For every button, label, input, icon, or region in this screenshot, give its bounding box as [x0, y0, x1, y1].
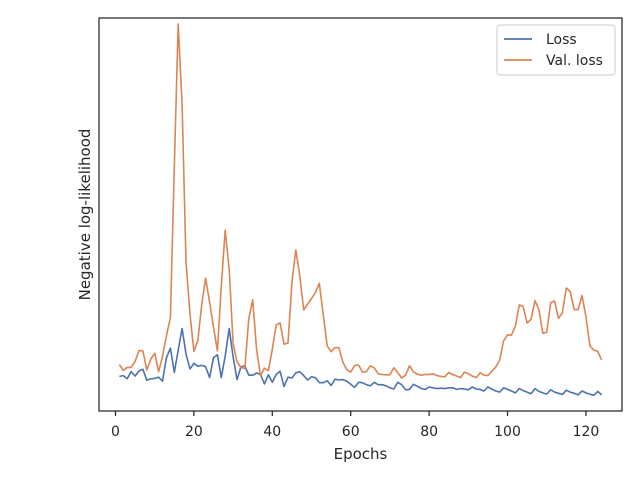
legend-box: [496, 24, 616, 76]
y-axis-label: Negative log-likelihood: [76, 129, 94, 301]
legend-label-loss: Loss: [546, 32, 577, 48]
legend-label-val-loss: Val. loss: [546, 53, 603, 69]
x-axis-label: Epochs: [334, 445, 388, 463]
series-line-loss: [119, 327, 603, 397]
x-tick-label: 120: [573, 424, 600, 440]
x-axis-ticks: 0 20 40 60 80 100 120: [111, 411, 599, 440]
series-line-val-loss: [118, 23, 603, 379]
series-layer: [118, 23, 603, 397]
x-tick-label: 40: [263, 424, 281, 440]
x-tick-label: 20: [185, 424, 203, 440]
x-tick-label: 80: [420, 424, 438, 440]
x-tick-label: 60: [342, 424, 360, 440]
x-tick-label: 100: [494, 424, 521, 440]
x-tick-label: 0: [111, 424, 120, 440]
plot-area-frame: [98, 17, 623, 412]
legend: Loss Val. loss: [496, 24, 616, 76]
axes-frame: [98, 17, 623, 412]
